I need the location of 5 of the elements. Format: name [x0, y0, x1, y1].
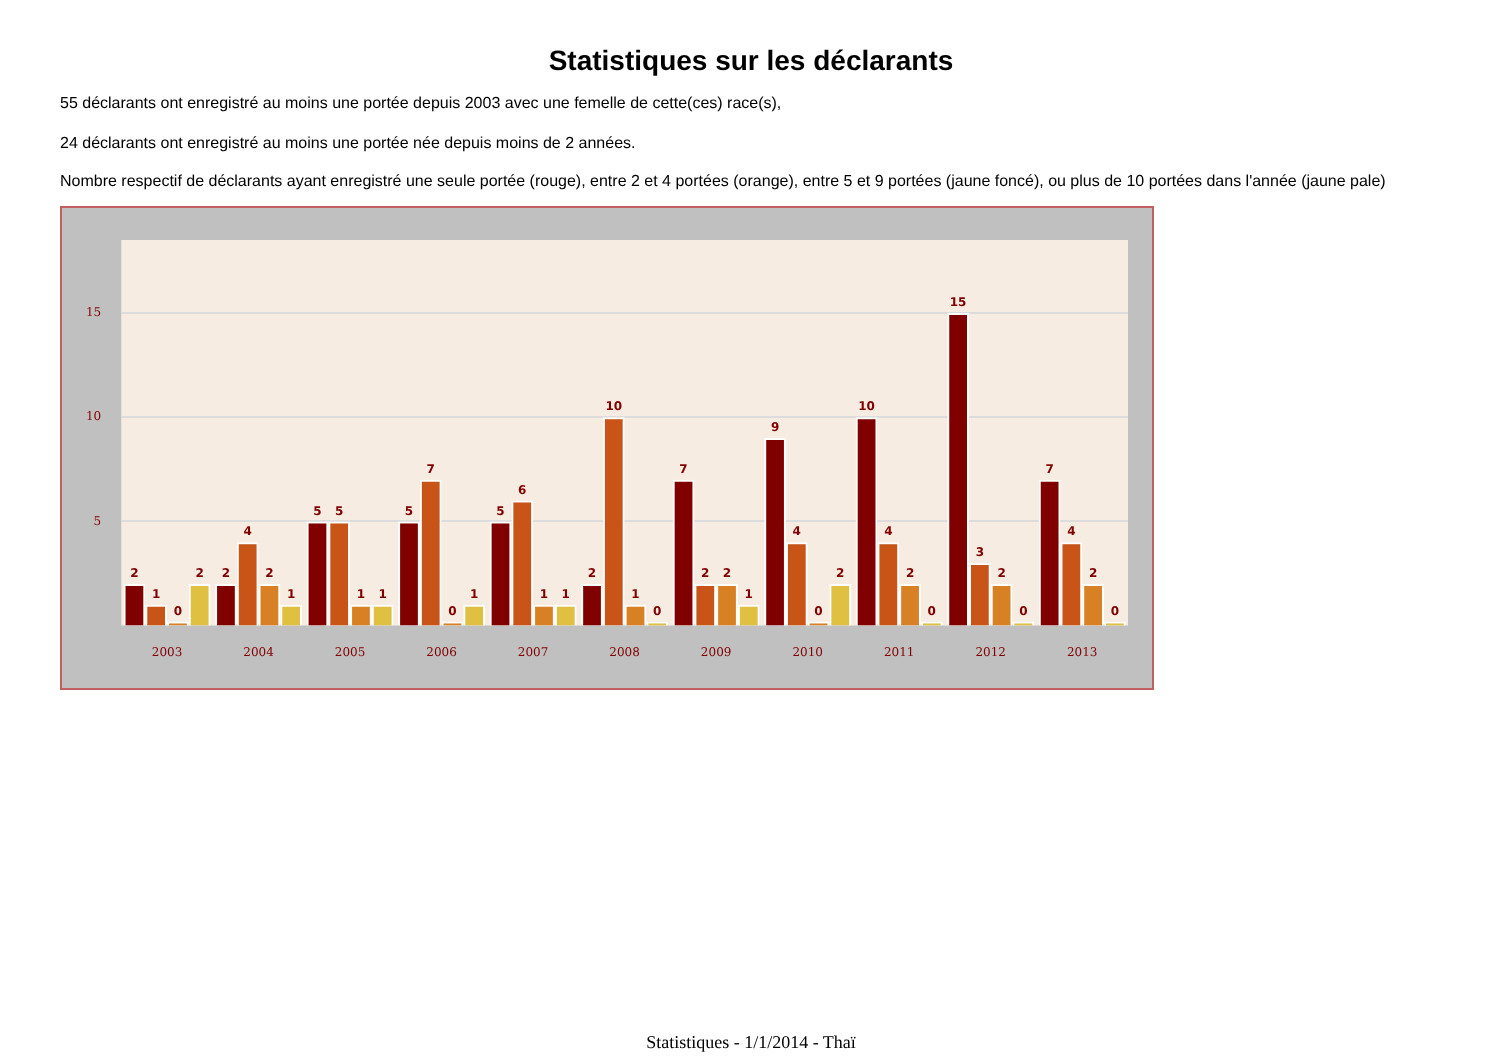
text: 55 déclarants ont enregistré au moins une portée depuis 2003 avec une femelle de cette(ces) race(s), [60, 94, 782, 112]
text: Statistiques - 1/1/2014 - Thaï [644, 1032, 858, 1052]
text: Nombre respectif de déclarants ayant enregistré une seule portée (rouge), entre 2 et 4 portées (orange), entre 5 et 9 portées (jaune foncé), ou plus de 10 portées dans l'année (jaune pale) [60, 172, 1386, 190]
text: 24 déclarants ont enregistré au moins une portée née depuis moins de 2 années. [60, 134, 636, 152]
chart-title: Statistiques sur les déclarants [546, 44, 956, 76]
